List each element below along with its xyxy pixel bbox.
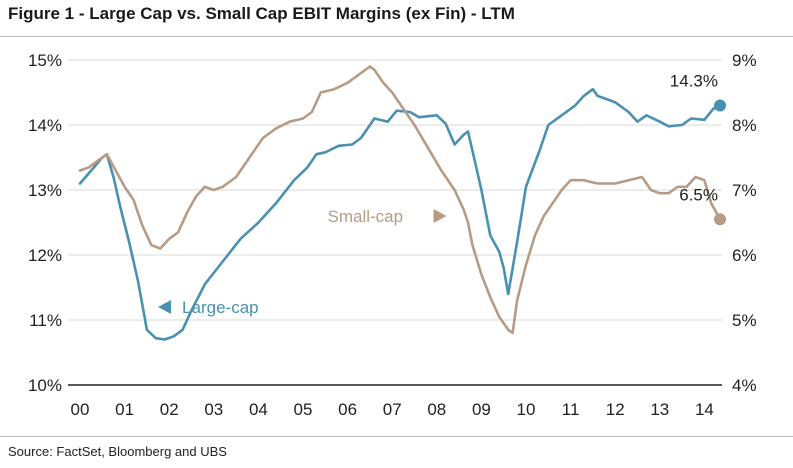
large-cap-series-line <box>78 87 722 341</box>
x-tick-label: 04 <box>249 400 268 419</box>
x-tick-label: 01 <box>115 400 134 419</box>
small-cap-series-line <box>78 65 722 335</box>
x-tick-label: 09 <box>472 400 491 419</box>
large-cap-end-marker <box>714 99 727 112</box>
large-cap-annotation: Large-cap <box>158 298 259 317</box>
arrow-right-icon <box>433 209 447 223</box>
x-tick-label: 11 <box>562 400 580 419</box>
y-right-tick-label: 7% <box>732 181 757 200</box>
y-left-tick-label: 15% <box>28 51 62 70</box>
x-tick-label: 13 <box>650 400 669 419</box>
y-left-tick-label: 12% <box>28 246 62 265</box>
y-left-tick-label: 11% <box>29 311 62 330</box>
y-left-tick-label: 14% <box>28 116 62 135</box>
x-tick-label: 00 <box>71 400 90 419</box>
large-cap-end-value-label: 14.3% <box>670 72 718 91</box>
x-tick-label: 10 <box>517 400 536 419</box>
arrow-left-icon <box>158 300 172 314</box>
small-cap-end-value-label: 6.5% <box>679 185 718 204</box>
y-right-tick-label: 4% <box>732 376 757 395</box>
figure-title: Figure 1 - Large Cap vs. Small Cap EBIT … <box>8 4 515 23</box>
y-left-tick-label: 13% <box>28 181 62 200</box>
x-tick-label: 08 <box>427 400 446 419</box>
x-tick-label: 06 <box>338 400 357 419</box>
x-tick-label: 05 <box>294 400 313 419</box>
small-cap-annotation: Small-cap <box>328 207 447 226</box>
title-divider <box>0 36 793 37</box>
footer-divider <box>0 436 793 437</box>
y-right-tick-label: 5% <box>732 311 757 330</box>
source-note: Source: FactSet, Bloomberg and UBS <box>8 444 227 459</box>
y-right-tick-label: 6% <box>732 246 757 265</box>
y-right-tick-label: 9% <box>732 51 757 70</box>
annotation-label: Large-cap <box>182 298 259 317</box>
y-left-tick-label: 10% <box>28 376 62 395</box>
margin-line-chart: 10% 11% 12% 13% 14% 15% 4% 5% 6% 7% 8% 9% 00 01 02 03… <box>28 51 757 419</box>
x-tick-label: 14 <box>695 400 714 419</box>
x-tick-label: 12 <box>606 400 625 419</box>
y-right-tick-label: 8% <box>732 116 757 135</box>
x-tick-label: 03 <box>204 400 223 419</box>
annotation-label: Small-cap <box>328 207 404 226</box>
x-tick-label: 07 <box>383 400 402 419</box>
x-tick-label: 02 <box>160 400 179 419</box>
small-cap-end-marker <box>714 213 727 226</box>
